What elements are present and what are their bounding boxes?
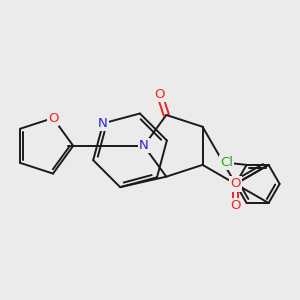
Text: O: O [230, 200, 241, 212]
Text: N: N [98, 117, 108, 130]
Text: O: O [48, 112, 58, 124]
Text: N: N [139, 139, 149, 152]
Text: Cl: Cl [220, 156, 233, 169]
Text: O: O [154, 88, 165, 100]
Text: O: O [230, 178, 241, 190]
